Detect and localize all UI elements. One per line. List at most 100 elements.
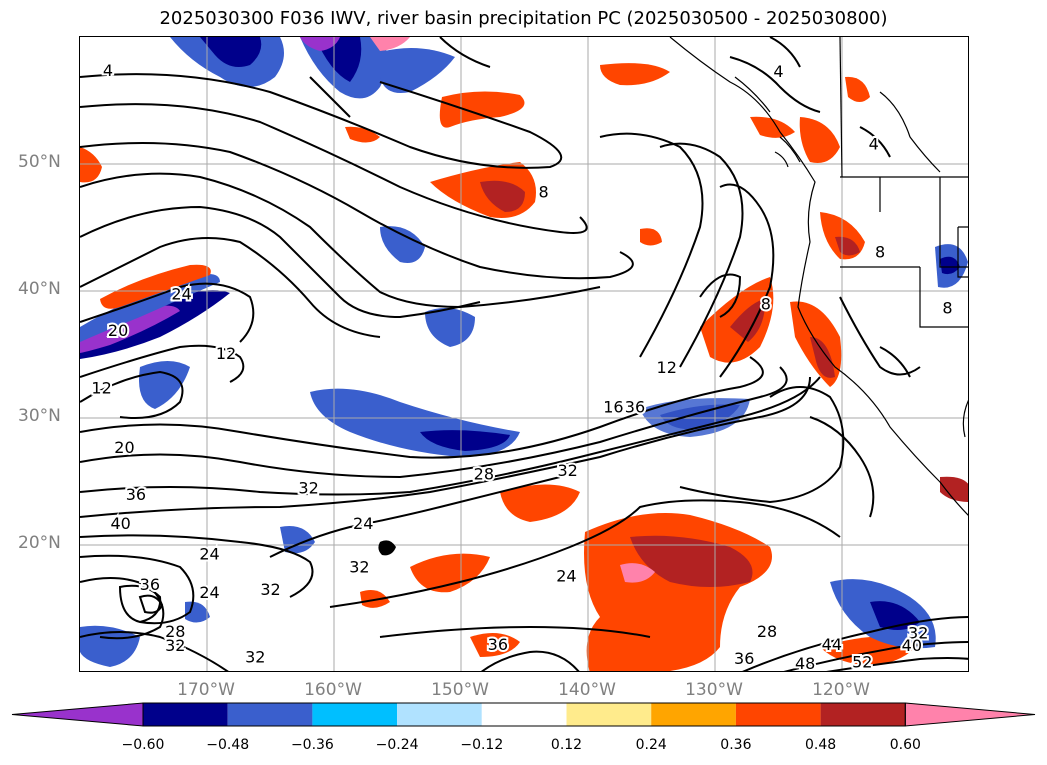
contour-label: 20 — [114, 438, 134, 457]
contour-label: 12 — [91, 378, 111, 397]
colorbar-tick-label: −0.12 — [460, 737, 504, 753]
shade-pos-k — [600, 63, 670, 86]
colorbar-tick-label: 0.36 — [720, 737, 752, 753]
colorbar-segment — [397, 703, 482, 726]
precipitation-pc-shading — [80, 37, 968, 671]
lon-label-130w: 130°W — [685, 680, 743, 700]
colorbar-segment — [312, 703, 398, 726]
coastline — [669, 37, 968, 516]
lon-label-160w: 160°W — [304, 680, 362, 700]
contour-label: 28 — [757, 622, 777, 641]
contour-label: 44 — [822, 635, 842, 654]
contour-label: 24 — [171, 284, 191, 303]
contour-label: 36 — [126, 485, 146, 504]
shade-neg-nw-purple — [80, 305, 180, 353]
contour-label: 8 — [942, 298, 952, 317]
shade-pur-top — [300, 37, 340, 51]
contour-label: 4 — [869, 134, 879, 153]
contour-label: 48 — [795, 654, 815, 672]
lat-label-50n: 50°N — [18, 152, 61, 172]
colorbar-tick-label: −0.36 — [290, 737, 334, 753]
contour-label: 36 — [488, 635, 508, 654]
contour-label: 24 — [353, 514, 373, 533]
lat-label-30n: 30°N — [18, 406, 61, 426]
colorbar-outline — [142, 702, 906, 727]
shade-pos-nw2 — [80, 147, 102, 183]
colorbar-segment — [143, 703, 228, 726]
shade-pos-b-dark — [480, 180, 525, 212]
shade-pos-n — [500, 484, 580, 522]
contour-label: 24 — [199, 545, 219, 564]
colorbar-extend-min — [11, 702, 144, 727]
shade-pos-l — [640, 228, 662, 246]
shade-pos-i — [750, 116, 795, 138]
shade-neg-d — [425, 308, 475, 347]
colorbar-tick-label: −0.24 — [375, 737, 419, 753]
shade-pos-m — [410, 553, 490, 593]
contour-label: 8 — [538, 183, 548, 202]
shade-pos-big-pink — [620, 563, 655, 583]
contour-label: 28 — [165, 622, 185, 641]
shade-pos-h — [799, 117, 840, 163]
colorbar-tick-label: 0.48 — [805, 737, 837, 753]
lat-label-20n: 20°N — [18, 533, 61, 553]
shade-neg-j-dark — [940, 256, 960, 275]
shade-pos-p — [470, 633, 520, 657]
colorbar-segment — [227, 703, 313, 726]
contour-label: 24 — [199, 583, 219, 602]
contour-label: 40 — [902, 636, 922, 655]
lon-label-120w: 120°W — [812, 680, 870, 700]
contour-label: 40 — [110, 514, 130, 533]
contour-label: 4 — [103, 61, 113, 80]
colorbar-tick-label: −0.48 — [206, 737, 250, 753]
shade-neg-top3 — [380, 48, 455, 93]
shade-pos-big-dark — [630, 535, 753, 587]
hawaii-island — [378, 540, 396, 556]
shade-pos-nw — [100, 264, 211, 309]
contour-label: 24 — [556, 566, 576, 585]
shade-pos-a — [439, 91, 525, 128]
shade-neg-long-dark — [420, 430, 510, 451]
contour-label: 8 — [875, 242, 885, 261]
colorbar-tick-label: 0.60 — [889, 737, 921, 753]
contour-label: 20 — [108, 321, 128, 340]
colorbar-segment — [481, 703, 567, 726]
shade-pos-q — [940, 476, 968, 502]
lon-label-150w: 150°W — [431, 680, 489, 700]
colorbar-extend-max — [904, 702, 1036, 727]
contour-label: 32 — [260, 580, 280, 599]
contour-label: 16 — [603, 397, 623, 416]
contour-label: 32 — [298, 479, 318, 498]
lat-label-40n: 40°N — [18, 279, 61, 299]
shade-neg-f — [80, 625, 140, 667]
shade-pos-e-dark — [730, 299, 766, 342]
colorbar-segment — [566, 703, 652, 726]
contour-label: 8 — [761, 294, 771, 313]
contour-label: 36 — [140, 575, 160, 594]
colorbar-segment — [735, 703, 821, 726]
contour-label: 32 — [349, 557, 369, 576]
map-title: 2025030300 F036 IWV, river basin precipi… — [159, 8, 888, 29]
contour-label: 52 — [852, 653, 872, 672]
contour-label: 32 — [908, 623, 928, 642]
contour-label: 32 — [245, 648, 265, 667]
shade-neg-h — [280, 526, 315, 554]
shade-neg-top1-dark — [200, 37, 262, 68]
contour-label: 28 — [474, 465, 494, 484]
contour-label: 4 — [773, 62, 783, 81]
lon-label-140w: 140°W — [558, 680, 616, 700]
colorbar-segment — [651, 703, 736, 726]
contour-label: 36 — [734, 649, 754, 668]
contour-label: 32 — [558, 461, 578, 480]
shade-pos-j — [845, 76, 870, 102]
contour-label: 12 — [216, 344, 236, 363]
contour-label: 36 — [625, 397, 645, 416]
map-panel: 4 4 4 8 8 8 8 12 12 12 16 20 20 24 24 24 24 24 28 28 28 32 32 3… — [79, 36, 969, 672]
shade-pos-f-dark — [810, 337, 835, 378]
contour-label: 32 — [165, 636, 185, 655]
lon-label-170w: 170°W — [177, 680, 235, 700]
colorbar-tick-label: 0.24 — [635, 737, 667, 753]
colorbar-segment — [820, 703, 906, 726]
colorbar-tick-label: −0.60 — [121, 737, 165, 753]
